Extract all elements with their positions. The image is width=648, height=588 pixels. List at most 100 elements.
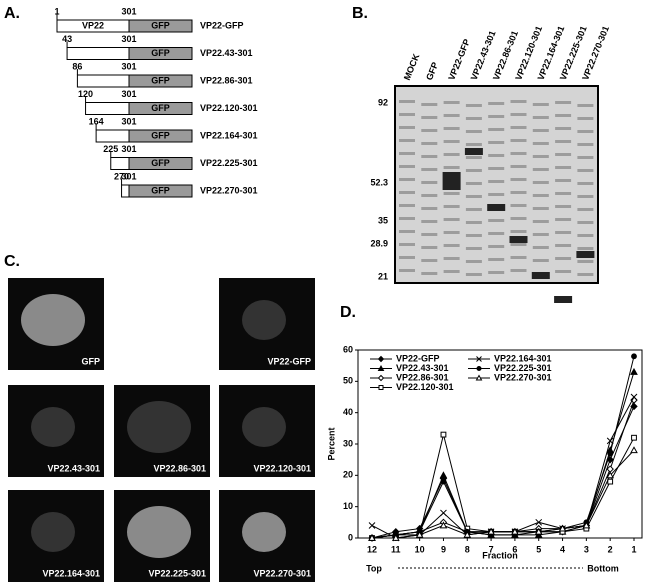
band [510, 165, 527, 168]
x-tick-label: 1 [631, 544, 636, 554]
image-label: VP22.164-301 [42, 568, 100, 578]
gfp-box [128, 19, 193, 33]
band [510, 256, 527, 259]
marker [377, 364, 385, 371]
x-tick-label: 8 [465, 544, 470, 554]
band [399, 100, 415, 103]
construct-name: VP22-GFP [200, 20, 244, 30]
y-tick-label: 20 [343, 470, 353, 480]
x-tick-label: 5 [536, 544, 541, 554]
marker [607, 450, 614, 457]
start-label: 270 [114, 171, 129, 181]
marker [377, 355, 385, 363]
band [532, 259, 549, 262]
end-label: 301 [121, 61, 136, 71]
band [465, 208, 482, 211]
marker [631, 434, 637, 441]
legend-label: VP22.120-301 [396, 382, 454, 392]
band [488, 258, 505, 261]
band [532, 116, 549, 119]
x-tick-label: 11 [391, 544, 401, 554]
x-tick-label: 12 [367, 544, 377, 554]
band [510, 243, 527, 246]
band [443, 257, 460, 260]
gfp-label: GFP [151, 130, 170, 140]
cell [31, 512, 75, 552]
lane-label: GFP [424, 61, 440, 82]
band [577, 260, 594, 263]
x-tick-label: 7 [489, 544, 494, 554]
band [555, 192, 572, 195]
marker [558, 524, 567, 532]
band [421, 116, 438, 119]
band [465, 273, 482, 276]
band [399, 165, 415, 168]
y-tick-label: 50 [343, 376, 353, 386]
lane-label: VP22-GFP [446, 38, 472, 82]
band [399, 230, 415, 233]
band [465, 260, 482, 263]
band [421, 272, 438, 275]
band [465, 117, 482, 120]
gfp-box [128, 102, 193, 115]
band [555, 166, 572, 169]
band [510, 204, 527, 207]
image-label: VP22.86-301 [153, 463, 206, 473]
band [443, 127, 460, 130]
left-note: Top [366, 563, 382, 573]
band [443, 244, 460, 247]
band [443, 218, 460, 221]
band [532, 181, 549, 184]
band [510, 139, 527, 142]
construct-name: VP22.164-301 [200, 130, 258, 140]
band [488, 154, 505, 157]
y-tick-label: 40 [343, 407, 353, 417]
marker [487, 527, 495, 535]
y-tick-label: 0 [348, 532, 353, 542]
band [465, 104, 482, 107]
band [399, 269, 415, 272]
marker [377, 374, 385, 382]
right-note: Bottom [587, 563, 619, 573]
cell [242, 300, 286, 340]
marker [631, 353, 637, 360]
vp22-label: VP22 [82, 20, 104, 30]
band [399, 152, 415, 155]
start-label: 164 [89, 116, 104, 126]
band [555, 205, 572, 208]
legend-label: VP22.164-301 [494, 353, 552, 363]
band [488, 167, 505, 170]
band [510, 126, 527, 129]
band [577, 221, 594, 224]
band [532, 129, 549, 132]
marker [511, 527, 519, 535]
marker [606, 471, 615, 479]
marker [630, 446, 638, 454]
band [532, 233, 549, 236]
series-line [371, 399, 635, 539]
band [555, 244, 572, 247]
note-bg [583, 562, 623, 574]
marker [440, 431, 447, 438]
band [510, 269, 527, 272]
marker [368, 522, 376, 529]
band [576, 251, 595, 258]
marker [534, 527, 543, 535]
marker [476, 356, 482, 362]
band [532, 220, 549, 223]
marker [630, 367, 638, 375]
gfp-box [128, 157, 193, 170]
construct-name: VP22.270-301 [200, 185, 258, 195]
band [464, 148, 483, 155]
band [488, 102, 505, 105]
gfp-box [128, 47, 193, 60]
band [465, 247, 482, 250]
band [555, 127, 572, 130]
band [465, 195, 482, 198]
start-label: 43 [62, 34, 72, 44]
start-label: 1 [54, 6, 59, 16]
panel-label: A. [4, 5, 20, 22]
band [421, 259, 438, 262]
image-label: VP22.270-301 [253, 568, 311, 578]
x-tick-label: 3 [584, 544, 589, 554]
